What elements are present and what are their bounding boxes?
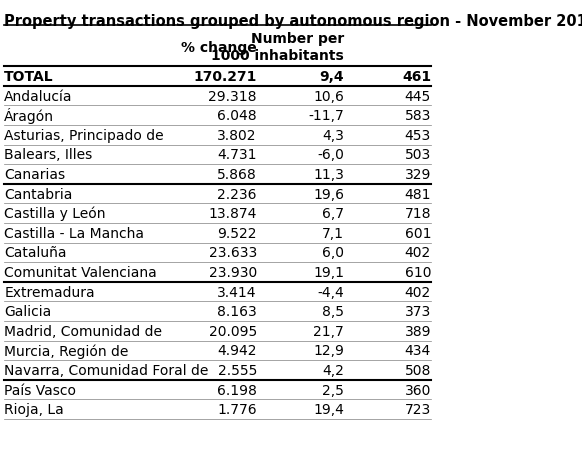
Text: 389: 389 (404, 324, 431, 338)
Text: % change: % change (181, 40, 257, 55)
Text: Galicia: Galicia (4, 305, 52, 319)
Text: 6.198: 6.198 (217, 383, 257, 397)
Text: -6,0: -6,0 (317, 148, 344, 162)
Text: 503: 503 (405, 148, 431, 162)
Text: 23.633: 23.633 (208, 246, 257, 260)
Text: Murcia, Región de: Murcia, Región de (4, 344, 129, 358)
Text: 8,5: 8,5 (322, 305, 344, 319)
Text: Property transactions grouped by autonomous region - November 2018: Property transactions grouped by autonom… (4, 14, 582, 29)
Text: 453: 453 (405, 129, 431, 143)
Text: 6,0: 6,0 (322, 246, 344, 260)
Text: -11,7: -11,7 (308, 109, 344, 123)
Text: 3.414: 3.414 (218, 285, 257, 299)
Text: 5.868: 5.868 (217, 168, 257, 181)
Text: 2.555: 2.555 (218, 363, 257, 377)
Text: 19,6: 19,6 (313, 187, 344, 201)
Text: 7,1: 7,1 (322, 226, 344, 240)
Text: 9,4: 9,4 (320, 70, 344, 84)
Text: Castilla y León: Castilla y León (4, 206, 106, 221)
Text: 19,1: 19,1 (313, 265, 344, 279)
Text: 19,4: 19,4 (313, 402, 344, 416)
Text: 2,5: 2,5 (322, 383, 344, 397)
Text: 461: 461 (402, 70, 431, 84)
Text: 718: 718 (404, 207, 431, 221)
Text: 329: 329 (404, 168, 431, 181)
Text: 21,7: 21,7 (313, 324, 344, 338)
Text: 4,3: 4,3 (322, 129, 344, 143)
Text: 4.942: 4.942 (218, 344, 257, 357)
Text: País Vasco: País Vasco (4, 383, 76, 397)
Text: Castilla - La Mancha: Castilla - La Mancha (4, 226, 144, 240)
Text: 20.095: 20.095 (208, 324, 257, 338)
Text: -4,4: -4,4 (317, 285, 344, 299)
Text: Balears, Illes: Balears, Illes (4, 148, 93, 162)
Text: 434: 434 (405, 344, 431, 357)
Text: Number per
1000 inhabitants: Number per 1000 inhabitants (211, 32, 344, 63)
Text: Rioja, La: Rioja, La (4, 402, 64, 416)
Text: Comunitat Valenciana: Comunitat Valenciana (4, 265, 157, 279)
Text: 601: 601 (404, 226, 431, 240)
Text: Áragón: Áragón (4, 108, 54, 124)
Text: 481: 481 (404, 187, 431, 201)
Text: 23.930: 23.930 (208, 265, 257, 279)
Text: Asturias, Principado de: Asturias, Principado de (4, 129, 164, 143)
Text: 13.874: 13.874 (208, 207, 257, 221)
Text: TOTAL: TOTAL (4, 70, 54, 84)
Text: 583: 583 (404, 109, 431, 123)
Text: 6.048: 6.048 (217, 109, 257, 123)
Text: Cantabria: Cantabria (4, 187, 73, 201)
Text: Canarias: Canarias (4, 168, 66, 181)
Text: 723: 723 (405, 402, 431, 416)
Text: Navarra, Comunidad Foral de: Navarra, Comunidad Foral de (4, 363, 209, 377)
Text: 12,9: 12,9 (313, 344, 344, 357)
Text: 6,7: 6,7 (322, 207, 344, 221)
Text: Madrid, Comunidad de: Madrid, Comunidad de (4, 324, 162, 338)
Text: 445: 445 (405, 89, 431, 103)
Text: 610: 610 (404, 265, 431, 279)
Text: 402: 402 (405, 246, 431, 260)
Text: 373: 373 (405, 305, 431, 319)
Text: Andalucía: Andalucía (4, 89, 73, 103)
Text: 1.776: 1.776 (217, 402, 257, 416)
Text: 9.522: 9.522 (218, 226, 257, 240)
Text: 29.318: 29.318 (208, 89, 257, 103)
Text: 4,2: 4,2 (322, 363, 344, 377)
Text: 3.802: 3.802 (218, 129, 257, 143)
Text: 360: 360 (404, 383, 431, 397)
Text: Extremadura: Extremadura (4, 285, 95, 299)
Text: 508: 508 (404, 363, 431, 377)
Text: Cataluña: Cataluña (4, 246, 67, 260)
Text: 4.731: 4.731 (218, 148, 257, 162)
Text: 2.236: 2.236 (218, 187, 257, 201)
Text: 10,6: 10,6 (313, 89, 344, 103)
Text: 170.271: 170.271 (194, 70, 257, 84)
Text: 11,3: 11,3 (313, 168, 344, 181)
Text: 8.163: 8.163 (217, 305, 257, 319)
Text: 402: 402 (405, 285, 431, 299)
